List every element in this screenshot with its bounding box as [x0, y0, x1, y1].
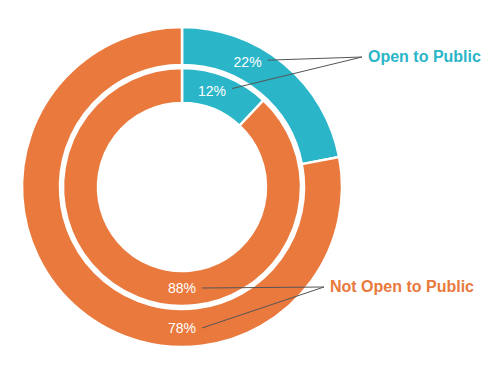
data-label: 88%	[168, 280, 196, 296]
donut-segment	[22, 27, 342, 347]
chart: 22% 78% 12% 88% Open to Public Not Open to Pu…	[0, 0, 500, 375]
leader-line	[268, 57, 362, 60]
data-label: 78%	[168, 320, 196, 336]
data-label: 12%	[198, 83, 226, 99]
data-labels: 22% 78% 12% 88%	[168, 54, 262, 336]
donut-segment	[63, 68, 301, 306]
category-label: Not Open to Public	[330, 278, 474, 295]
data-label: 22%	[234, 54, 262, 70]
callouts: Open to Public Not Open to Public	[202, 48, 481, 328]
leader-line	[202, 287, 324, 328]
category-label: Open to Public	[368, 48, 481, 65]
rings	[22, 27, 342, 347]
leader-line	[202, 287, 324, 288]
leader-line	[232, 57, 362, 89]
